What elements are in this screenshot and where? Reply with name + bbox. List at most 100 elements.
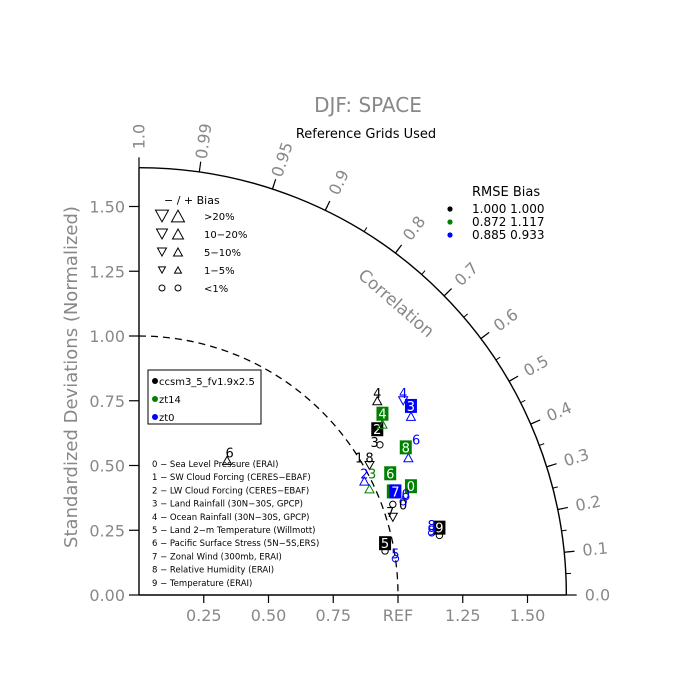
corr-tick-label: 0.9 — [325, 167, 353, 198]
corr-tick-label: 0.0 — [585, 586, 610, 605]
bias-legend-up-marker — [173, 265, 183, 274]
bias-marker-circle — [399, 498, 407, 506]
data-point-label: 1 — [355, 452, 363, 467]
bias-legend-circle-marker — [174, 284, 182, 292]
bias-marker-triangle — [403, 452, 414, 463]
variable-list-item: 6 − Pacific Surface Stress (5N−5S,ERS) — [152, 539, 319, 549]
data-point-label: 6 — [226, 447, 234, 462]
x-tick-label: 1.50 — [510, 606, 546, 625]
rmse-bias-dot — [447, 219, 453, 225]
corr-tick-label: 0.6 — [490, 305, 522, 335]
variable-list-item: 8 − Relative Humidity (ERAI) — [152, 566, 274, 576]
bias-marker-triangle — [371, 395, 383, 406]
corr-minor-tick — [539, 443, 545, 446]
data-point-label: 8 — [428, 519, 436, 534]
y-tick-label: 1.00 — [89, 327, 125, 346]
bias-legend-header: − / + Bias — [164, 194, 220, 207]
grid-layer — [138, 166, 568, 596]
data-point-box — [379, 536, 392, 551]
corr-minor-tick — [395, 248, 399, 254]
rmse-bias-value: 1.000 1.000 — [472, 202, 545, 216]
corr-tick-label: 0.5 — [520, 351, 552, 380]
corr-minor-tick — [271, 183, 275, 190]
bias-legend-down-marker — [157, 266, 167, 275]
y-tick-label: 0.00 — [89, 586, 125, 605]
data-point-box — [399, 440, 412, 455]
bias-legend-label: 5−10% — [204, 248, 241, 259]
data-point-label: 2 — [373, 423, 381, 438]
data-point-label: 0 — [407, 480, 415, 495]
data-point-label: 2 — [376, 418, 384, 433]
legend-layer: − / + Bias >20% 10−20% 5−10% 1−5% <1% RMSE Bia… — [147, 185, 545, 589]
bias-legend-up-marker — [171, 228, 185, 240]
variable-list-item: 1 − SW Cloud Forcing (CERES−EBAF) — [152, 473, 311, 483]
y-axis-label: Standardized Deviations (Normalized) — [61, 206, 82, 548]
corr-minor-tick — [520, 399, 526, 404]
corr-minor-tick — [552, 486, 558, 489]
bias-legend-up-marker — [172, 246, 184, 257]
data-point-label: 9 — [435, 522, 443, 537]
variable-list-item: 4 − Ocean Rainfall (30N−30S, GPCP) — [152, 513, 309, 523]
series-legend-dot — [152, 414, 158, 420]
x-tick-label: 0.50 — [251, 606, 287, 625]
bias-legend-label: >20% — [204, 212, 235, 223]
data-point-label: 8 — [402, 441, 410, 456]
data-point-label: 7 — [386, 506, 394, 521]
bias-marker-circle — [376, 441, 384, 449]
data-point-box — [384, 466, 397, 481]
data-point-label: 3 — [371, 436, 379, 451]
corr-minor-tick — [463, 313, 469, 318]
bias-legend-label: 1−5% — [204, 266, 235, 277]
bias-marker-triangle — [358, 475, 370, 486]
data-point-label: 5 — [381, 537, 389, 552]
marker-layer — [221, 395, 444, 563]
corr-minor-tick — [530, 421, 536, 425]
x-tick-label: 1.25 — [445, 606, 481, 625]
bias-legend-down-marker — [156, 247, 168, 258]
bias-marker-triangle — [221, 455, 233, 465]
corr-minor-tick — [443, 291, 449, 297]
variable-list-item: 2 − LW Cloud Forcing (CERES−EBAF) — [152, 486, 309, 496]
bias-marker-circle — [389, 500, 397, 509]
corr-minor-tick — [561, 529, 567, 532]
bias-legend-up-marker — [170, 209, 186, 223]
bias-legend-label: <1% — [204, 284, 228, 295]
variable-list-item: 7 − Zonal Wind (300mb, ERAI) — [152, 552, 282, 562]
bias-marker-circle — [391, 555, 400, 563]
y-tick-label: 1.50 — [89, 198, 125, 217]
corr-minor-tick — [546, 464, 552, 468]
y-tick-label: 1.25 — [89, 262, 125, 281]
y-tick-label: 0.50 — [89, 457, 125, 476]
corr-tick-mark — [198, 161, 202, 173]
corr-minor-tick — [480, 335, 486, 339]
bias-legend-down-marker — [154, 209, 170, 223]
y-tick-label: 0.75 — [89, 392, 125, 411]
data-point-label: 9 — [428, 524, 436, 539]
data-point-box — [376, 406, 389, 421]
point-layer: 01234567890234678023456789 — [226, 387, 446, 563]
series-legend-label: zt0 — [159, 413, 175, 424]
bias-marker-triangle — [364, 483, 375, 494]
bias-legend-down-marker — [155, 228, 169, 240]
data-point-label: 4 — [373, 387, 381, 402]
data-point-label: 4 — [378, 408, 386, 423]
corr-tick-label: 0.99 — [192, 122, 216, 160]
corr-minor-tick — [557, 508, 563, 511]
x-tick-label: 0.75 — [315, 606, 351, 625]
data-point-label: 0 — [399, 498, 407, 513]
series-legend-label: zt14 — [159, 395, 181, 406]
corr-minor-tick — [324, 205, 328, 211]
data-point-label: 2 — [360, 467, 368, 482]
rmse-bias-dot — [447, 206, 453, 212]
chart-title: DJF: SPACE — [314, 93, 422, 117]
bias-legend-circle-marker — [158, 284, 166, 292]
corr-tick-label: 0.95 — [268, 140, 297, 180]
data-point-box — [371, 422, 384, 437]
data-point-label: 4 — [399, 387, 407, 402]
data-point-label: 3 — [368, 467, 376, 482]
x-tick-label: 0.25 — [186, 606, 222, 625]
series-legend-dot — [152, 396, 158, 402]
data-point-box — [389, 484, 402, 499]
data-point-label: 6 — [412, 434, 420, 449]
